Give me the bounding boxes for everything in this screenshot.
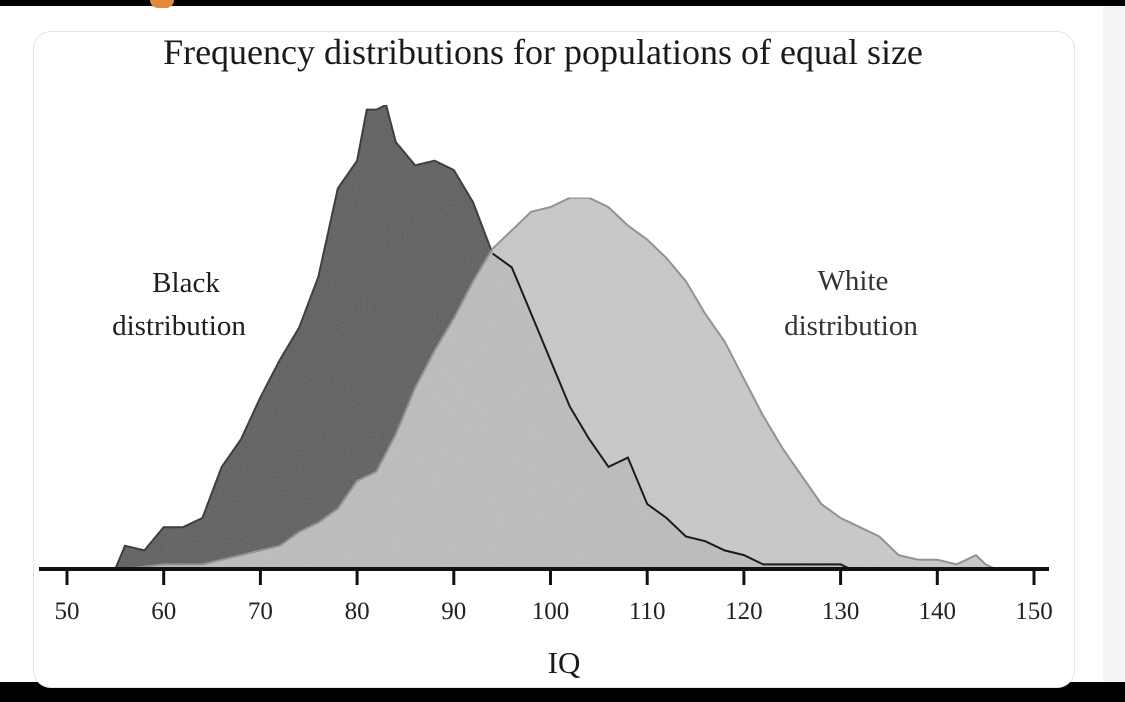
x-tick-label: 90 xyxy=(441,598,466,625)
annotations: Black distribution White distribution xyxy=(112,265,918,342)
chart-svg: Frequency distributions for populations … xyxy=(39,32,1053,680)
x-tick-label: 70 xyxy=(248,598,273,625)
logo-fragment-icon xyxy=(150,0,174,8)
chart-card: Frequency distributions for populations … xyxy=(33,31,1075,688)
x-tick-label: 100 xyxy=(532,598,570,625)
x-tick-label: 150 xyxy=(1015,598,1053,625)
x-tick-label: 140 xyxy=(919,598,957,625)
x-axis-label: IQ xyxy=(548,645,581,680)
x-tick-label: 130 xyxy=(822,598,860,625)
x-tick-label: 50 xyxy=(55,598,80,625)
x-tick-label: 80 xyxy=(345,598,370,625)
x-tick-label: 60 xyxy=(151,598,176,625)
annotation-black-line2: distribution xyxy=(112,310,246,342)
x-tick-label: 110 xyxy=(629,598,666,625)
annotation-white-line1: White xyxy=(818,265,889,297)
chart-title: Frequency distributions for populations … xyxy=(163,32,923,72)
black-distribution-outline xyxy=(491,252,851,570)
annotation-white-line2: distribution xyxy=(784,310,918,342)
x-axis: 50 60 70 80 90 100 110 120 130 140 150 xyxy=(39,567,1053,625)
x-tick-label: 120 xyxy=(725,598,763,625)
plot-area xyxy=(114,104,997,570)
annotation-black-line1: Black xyxy=(152,267,220,299)
side-strip xyxy=(1103,6,1125,682)
